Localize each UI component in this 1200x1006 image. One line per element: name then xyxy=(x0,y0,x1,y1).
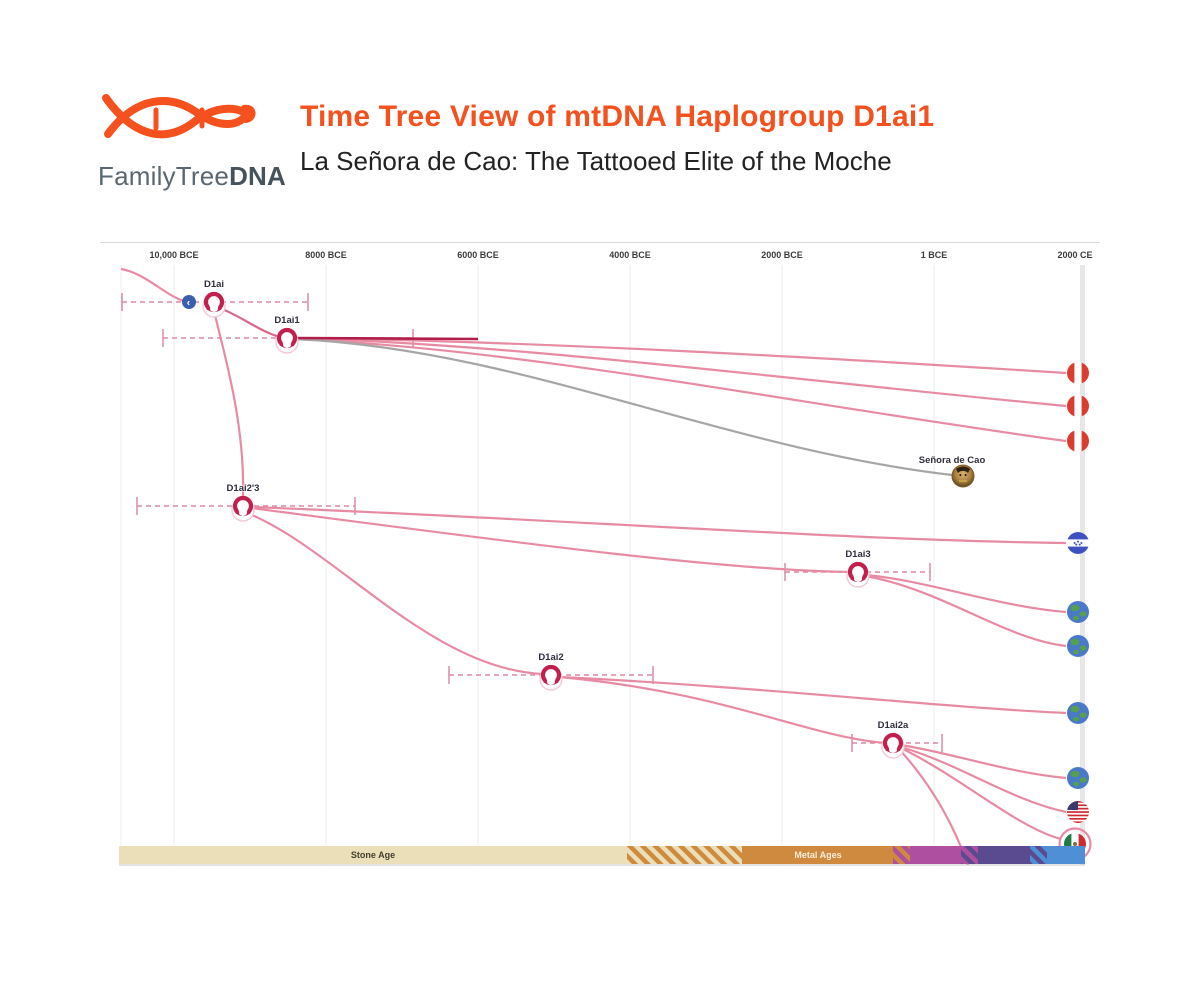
chevron-left-icon: ‹ xyxy=(187,297,190,308)
peru-flag-icon[interactable] xyxy=(1067,395,1089,417)
ancient-sample-label: Señora de Cao xyxy=(918,455,986,466)
haplogroup-node-D1ai2a[interactable] xyxy=(882,735,904,758)
node-label-D1ai2: D1ai2 xyxy=(538,652,564,663)
branch-root-to-D1ai xyxy=(120,267,185,303)
axis-tick: 8000 BCE xyxy=(305,250,347,260)
haplogroup-node-D1ai[interactable] xyxy=(203,294,225,317)
era-blue-modern xyxy=(1047,846,1085,864)
peru-flag-icon[interactable] xyxy=(1067,362,1089,384)
ftdna-logo[interactable]: FamilyTreeDNA xyxy=(98,88,286,192)
era-purple xyxy=(978,846,1030,864)
branch-D1ai3-to-world2 xyxy=(865,574,1067,648)
era-transition-magenta-purple xyxy=(961,846,978,864)
axis-tick: 2000 BCE xyxy=(761,250,803,260)
axis-tick: 1 BCE xyxy=(920,250,948,260)
axis-tick: 6000 BCE xyxy=(457,250,499,260)
era-magenta xyxy=(910,846,961,864)
time-tree-chart: ‹ 10,000 BCE 8000 BCE 6000 BCE 4000 BCE … xyxy=(100,242,1100,867)
logo-wordmark: FamilyTreeDNA xyxy=(98,161,286,192)
haplogroup-node-D1ai3[interactable] xyxy=(847,564,869,587)
ancient-sample-avatar[interactable] xyxy=(951,464,975,488)
haplogroup-node-D1ai2[interactable] xyxy=(540,667,562,690)
axis-tick: 2000 CE xyxy=(1057,250,1093,260)
header-titles: Time Tree View of mtDNA Haplogroup D1ai1… xyxy=(300,100,934,177)
axis-tick: 4000 BCE xyxy=(609,250,651,260)
node-label-D1ai23: D1ai2'3 xyxy=(226,483,260,494)
tip-icons xyxy=(1058,362,1092,861)
peru-flag-icon[interactable] xyxy=(1067,430,1089,452)
haplogroup-node-D1ai1[interactable] xyxy=(276,330,298,353)
era-transition-stone-metal xyxy=(627,846,742,864)
world-globe-icon[interactable] xyxy=(1067,702,1089,724)
haplogroup-node-D1ai23[interactable] xyxy=(232,498,254,521)
era-transition-purple-blue xyxy=(1030,846,1047,864)
node-label-D1ai: D1ai xyxy=(203,279,225,290)
branch-D1ai23-to-D1ai2 xyxy=(246,511,544,676)
logo-text-familytree: FamilyTree xyxy=(98,161,230,191)
era-stone-age xyxy=(119,846,627,864)
era-transition-metal-next xyxy=(893,846,910,864)
usa-flag-icon[interactable] xyxy=(1067,801,1089,823)
era-bar xyxy=(119,846,1085,866)
branch-D1ai1-to-senora-de-cao xyxy=(293,337,953,477)
node-label-D1ai3: D1ai3 xyxy=(845,549,871,560)
branch-D1ai-to-D1ai1 xyxy=(216,305,281,339)
branch-D1ai-to-D1ai23 xyxy=(212,310,245,498)
world-globe-icon[interactable] xyxy=(1067,635,1089,657)
node-label-D1ai1: D1ai1 xyxy=(274,315,300,326)
stub-D1ai1 xyxy=(293,336,479,341)
node-label-D1ai2a: D1ai2a xyxy=(877,720,909,731)
era-label-metal-ages: Metal Ages xyxy=(794,850,842,860)
branch-D1ai1-to-peru1 xyxy=(293,336,1067,375)
branch-D1ai2-to-D1ai2a xyxy=(558,675,886,745)
branch-D1ai23-to-honduras xyxy=(250,505,1067,545)
page-subtitle: La Señora de Cao: The Tattooed Elite of … xyxy=(300,146,892,176)
grid-lines xyxy=(120,265,1085,865)
branch-D1ai23-to-D1ai3 xyxy=(250,506,850,574)
lineage-curves xyxy=(120,267,1067,866)
time-tree-canvas[interactable]: ‹ xyxy=(100,243,1100,867)
honduras-flag-icon[interactable] xyxy=(1067,532,1089,554)
branch-D1ai1-to-peru3 xyxy=(293,337,1067,443)
axis-tick: 10,000 BCE xyxy=(149,250,199,260)
branch-D1ai2-to-world3 xyxy=(558,675,1067,715)
era-label-stone-age: Stone Age xyxy=(350,850,396,860)
dna-helix-icon xyxy=(102,94,256,139)
branch-D1ai2a-to-usa xyxy=(900,745,1067,814)
page-title: Time Tree View of mtDNA Haplogroup D1ai1 xyxy=(300,100,935,133)
branch-D1ai2a-to-mexico xyxy=(900,747,1062,841)
collapse-button[interactable]: ‹ xyxy=(182,295,196,309)
branch-D1ai2a-to-world4 xyxy=(900,743,1067,780)
branch-D1ai3-to-world1 xyxy=(865,573,1067,614)
branch-D1ai1-to-peru2 xyxy=(293,336,1067,408)
era-metal-ages xyxy=(742,846,893,864)
world-globe-icon[interactable] xyxy=(1067,601,1089,623)
logo-text-dna: DNA xyxy=(229,161,286,191)
world-globe-icon[interactable] xyxy=(1067,767,1089,789)
